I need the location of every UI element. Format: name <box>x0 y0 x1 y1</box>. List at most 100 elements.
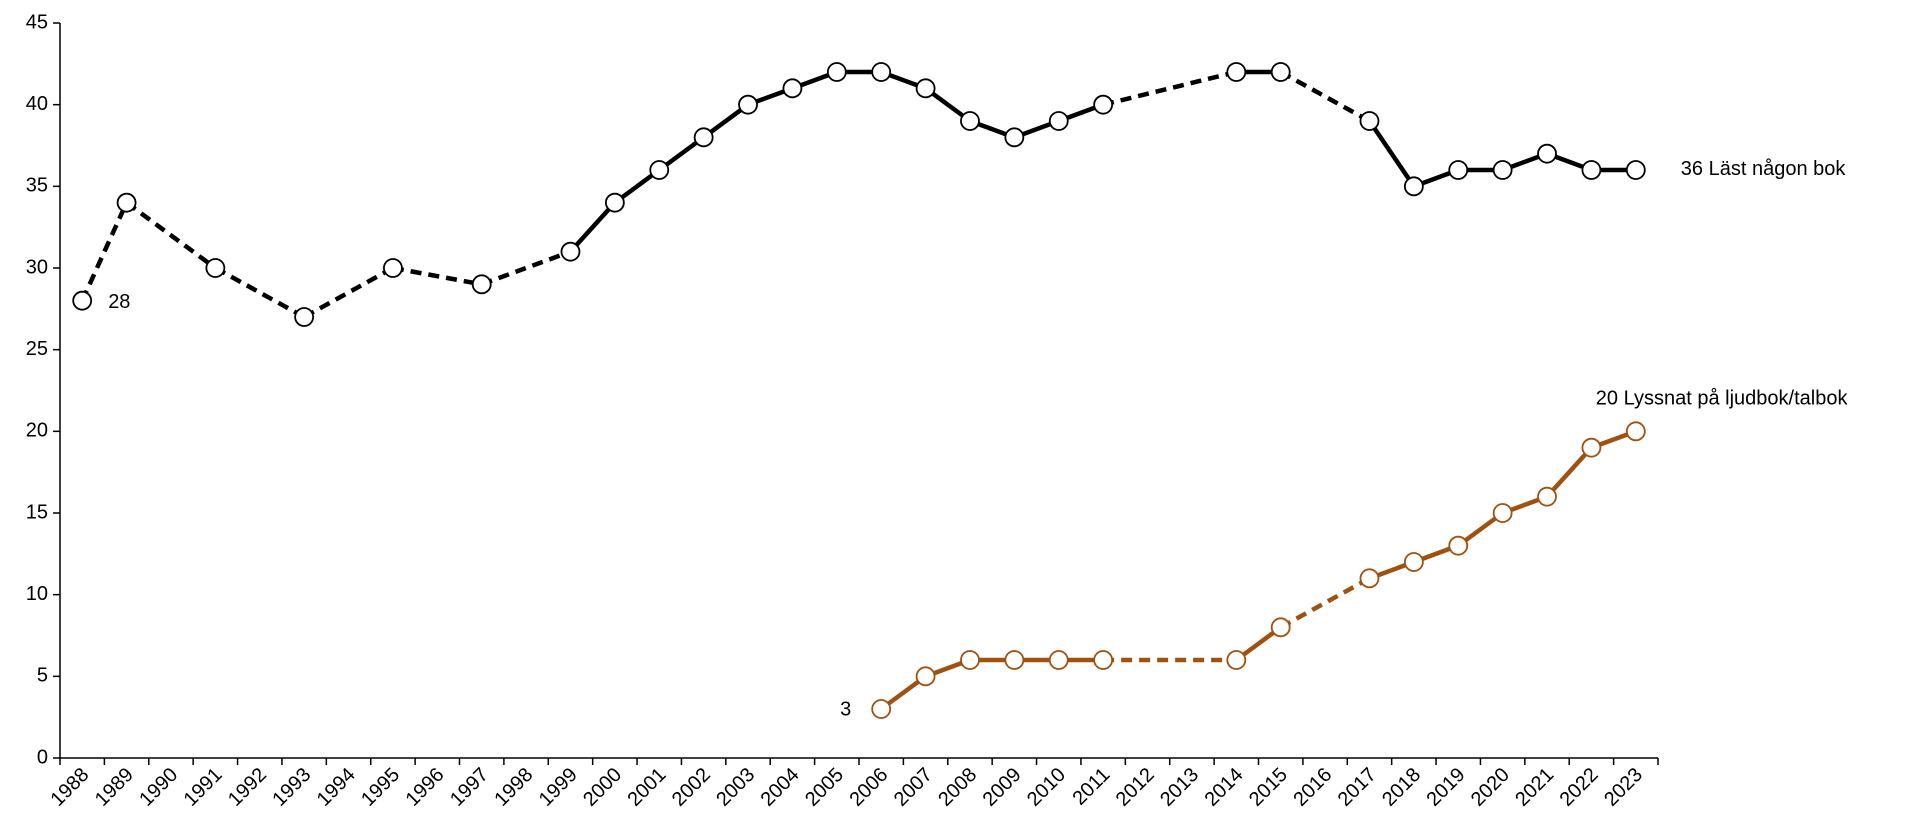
x-tick-label: 2009 <box>979 764 1026 811</box>
series <box>72 62 1646 327</box>
x-tick-label: 2016 <box>1289 764 1336 811</box>
data-label: 3 <box>840 698 851 720</box>
marker <box>604 192 625 213</box>
gap-connector <box>80 201 129 302</box>
line-segment <box>879 657 1104 711</box>
y-tick-label: 0 <box>37 746 48 768</box>
x-tick-label: 1990 <box>135 764 182 811</box>
marker <box>871 62 892 82</box>
marker <box>960 111 980 131</box>
marker <box>1581 160 1602 180</box>
marker <box>1048 111 1069 131</box>
marker <box>1093 94 1114 115</box>
gap-connector <box>1279 576 1371 630</box>
x-tick-label: 2010 <box>1023 764 1070 811</box>
y-tick-label: 15 <box>26 501 48 523</box>
y-tick-label: 40 <box>26 93 48 115</box>
marker <box>1270 62 1291 82</box>
x-tick-label: 2023 <box>1600 764 1647 811</box>
marker <box>383 258 403 278</box>
data-label: 20 <box>1596 388 1618 410</box>
series-name: Läst någon bok <box>1703 158 1846 180</box>
x-tick-label: 2005 <box>801 764 848 811</box>
x-tick-label: 1994 <box>313 764 360 811</box>
end-label: 20 Lyssnat på ljudbok/talbok <box>1596 388 1849 410</box>
marker <box>1048 650 1069 670</box>
marker <box>915 666 936 687</box>
y-tick-label: 25 <box>26 338 48 360</box>
y-tick-label: 35 <box>26 175 48 197</box>
marker <box>1448 160 1469 180</box>
line-segment <box>568 69 1104 254</box>
marker <box>1004 127 1025 148</box>
marker <box>1226 650 1247 670</box>
marker <box>1226 62 1247 82</box>
marker <box>1093 650 1114 670</box>
x-tick-label: 2011 <box>1068 764 1114 810</box>
marker <box>1581 437 1602 458</box>
marker <box>1359 568 1380 589</box>
x-tick-label: 2013 <box>1156 764 1203 811</box>
marker <box>1403 552 1424 572</box>
marker <box>693 127 714 148</box>
data-label: 28 <box>108 291 130 313</box>
gap-connector <box>1279 70 1371 123</box>
x-tick-label: 2007 <box>890 764 937 811</box>
x-tick-label: 1989 <box>91 764 138 811</box>
marker <box>205 258 226 278</box>
x-tick-label: 2001 <box>623 764 670 811</box>
x-tick-label: 2021 <box>1511 764 1558 811</box>
x-tick-label: 2022 <box>1556 764 1603 811</box>
marker <box>294 307 315 327</box>
y-tick-label: 45 <box>26 11 48 33</box>
x-tick-label: 2002 <box>668 764 715 811</box>
x-tick-label: 2000 <box>579 764 626 811</box>
marker <box>1270 617 1291 638</box>
x-tick-label: 2008 <box>934 764 981 811</box>
series-name: Lyssnat på ljudbok/talbok <box>1618 388 1848 410</box>
x-tick-label: 2019 <box>1422 764 1469 811</box>
marker <box>1359 111 1380 131</box>
x-tick-label: 2018 <box>1378 764 1425 811</box>
marker <box>960 650 980 670</box>
x-tick-label: 2015 <box>1245 764 1292 811</box>
marker <box>471 274 492 295</box>
x-tick-label: 1988 <box>46 764 93 811</box>
x-tick-label: 2017 <box>1334 764 1381 811</box>
x-tick-label: 1996 <box>402 764 449 811</box>
marker <box>1537 486 1557 507</box>
marker <box>1492 160 1513 180</box>
series <box>871 421 1646 719</box>
y-tick-label: 20 <box>26 420 48 442</box>
x-tick-label: 2012 <box>1112 764 1159 811</box>
y-tick-label: 30 <box>26 256 48 278</box>
marker <box>1004 650 1025 670</box>
marker <box>826 62 847 82</box>
marker <box>1448 535 1469 556</box>
marker <box>871 699 892 719</box>
x-tick-label: 1992 <box>224 764 271 811</box>
gap-connector <box>214 266 306 319</box>
data-label: 36 <box>1681 158 1703 180</box>
x-tick-label: 1993 <box>268 764 315 811</box>
marker <box>1625 421 1646 442</box>
x-tick-label: 2006 <box>845 764 892 811</box>
gap-connector <box>1102 69 1237 107</box>
x-tick-label: 2020 <box>1467 764 1514 811</box>
marker <box>1537 143 1557 164</box>
marker <box>915 78 936 99</box>
marker <box>1403 176 1424 197</box>
y-tick-label: 5 <box>37 665 48 687</box>
marker <box>1625 160 1646 180</box>
x-tick-label: 1999 <box>535 764 582 811</box>
gap-connector <box>392 265 483 287</box>
marker <box>1492 503 1513 523</box>
y-tick-label: 10 <box>26 583 48 605</box>
x-tick-label: 1995 <box>357 764 404 811</box>
marker <box>782 78 803 99</box>
marker <box>649 160 670 180</box>
x-tick-label: 2003 <box>712 764 759 811</box>
x-tick-label: 1998 <box>490 764 537 811</box>
marker <box>738 94 758 115</box>
